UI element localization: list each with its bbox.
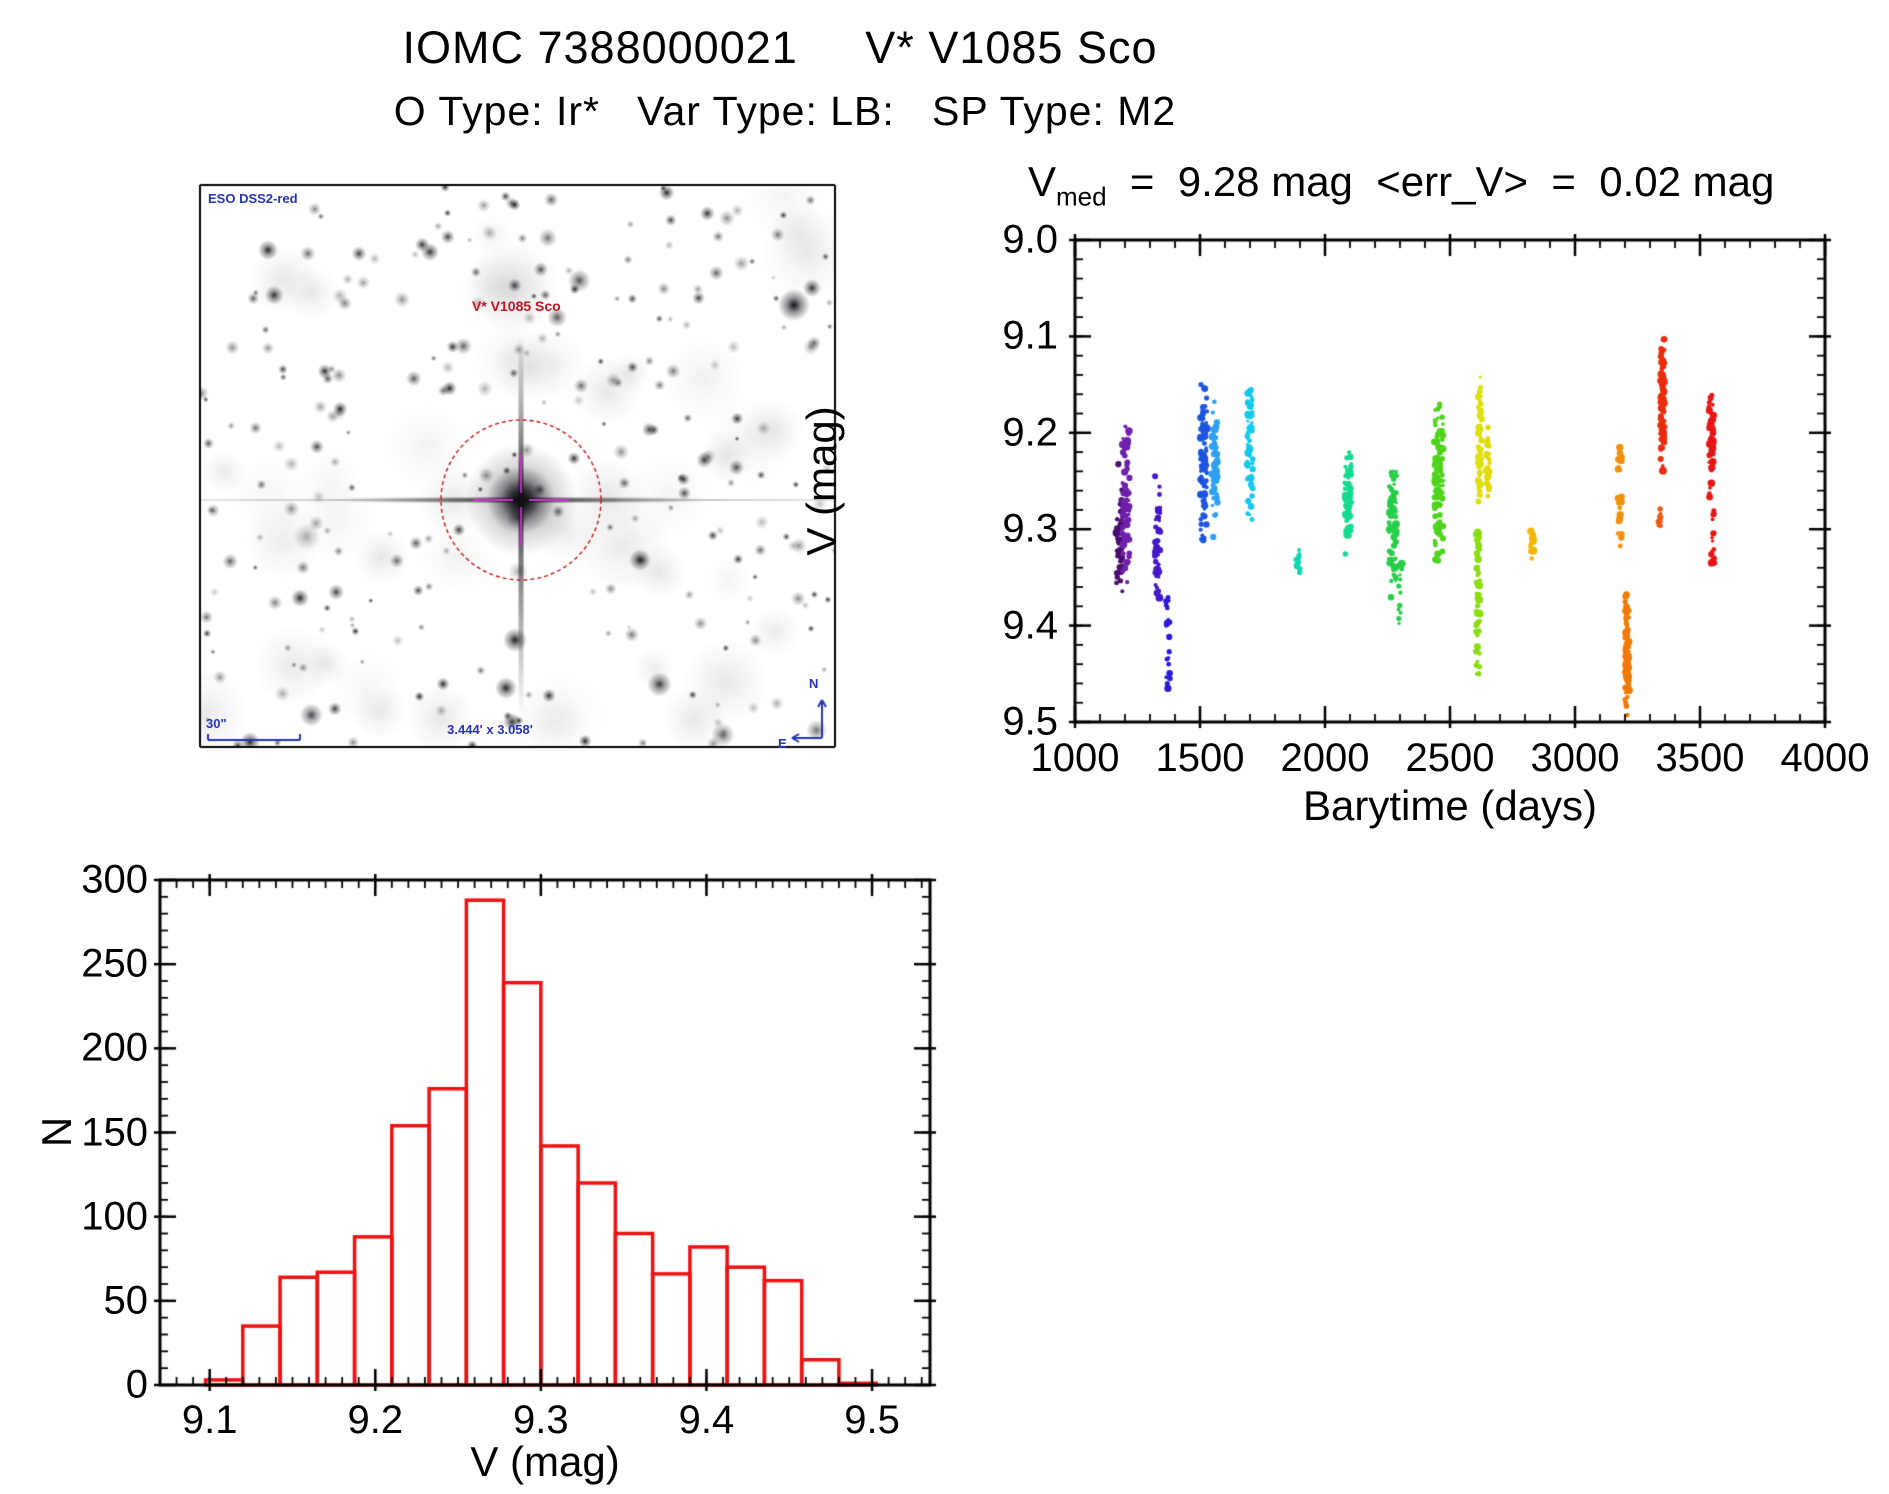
histogram-y-tick-label: 50 xyxy=(103,1278,149,1323)
compass-north-label: N xyxy=(809,676,819,691)
survey-name-label: ESO DSS2-red xyxy=(208,191,298,206)
lightcurve-x-tick-label: 3000 xyxy=(1530,736,1620,780)
page-title: IOMC 7388000021 V* V1085 Sco xyxy=(402,22,1158,73)
vmed-stats-line: Vmed = 9.28 mag <err_V> = 0.02 mag xyxy=(1028,158,1774,212)
lightcurve-y-tick-label: 9.1 xyxy=(1002,313,1058,358)
histogram-x-tick-label: 9.4 xyxy=(678,1398,735,1442)
lightcurve-y-tick-label: 9.3 xyxy=(1002,506,1058,551)
histogram-x-tick-label: 9.2 xyxy=(347,1398,404,1442)
compass-east-label: E xyxy=(778,736,787,751)
lightcurve-x-tick-label: 4000 xyxy=(1780,736,1870,780)
page-subtitle: O Type: Ir* Var Type: LB: SP Type: M2 xyxy=(393,88,1177,134)
lightcurve-y-tick-label: 9.4 xyxy=(1002,603,1058,648)
lightcurve-x-tick-label: 1500 xyxy=(1155,736,1245,780)
scale-bar-label: 30" xyxy=(206,716,227,731)
lightcurve-y-axis-label: V (mag) xyxy=(798,406,845,556)
vmed-symbol: V xyxy=(1028,158,1057,205)
target-star-label: V* V1085 Sco xyxy=(472,298,561,314)
vmed-subscript: med xyxy=(1056,181,1107,212)
lightcurve-y-tick-label: 9.0 xyxy=(1002,217,1058,262)
lightcurve-y-tick-label: 9.2 xyxy=(1002,410,1058,455)
histogram-y-tick-label: 100 xyxy=(81,1194,148,1239)
lightcurve-x-tick-label: 2500 xyxy=(1405,736,1495,780)
lightcurve-x-tick-label: 1000 xyxy=(1030,736,1120,780)
lightcurve-x-tick-label: 2000 xyxy=(1280,736,1370,780)
histogram-x-tick-label: 9.1 xyxy=(181,1398,238,1442)
vmed-values: = 9.28 mag <err_V> = 0.02 mag xyxy=(1106,158,1775,205)
lightcurve-y-tick-label: 9.5 xyxy=(1002,699,1058,744)
histogram-x-axis-label: V (mag) xyxy=(470,1438,620,1485)
histogram-y-tick-label: 250 xyxy=(81,941,148,986)
field-of-view-label: 3.444' x 3.058' xyxy=(447,722,533,737)
lightcurve-x-tick-label: 3500 xyxy=(1655,736,1745,780)
histogram-y-tick-label: 300 xyxy=(81,857,148,902)
histogram-y-axis-label: N xyxy=(33,1116,80,1148)
histogram-y-tick-label: 150 xyxy=(81,1110,148,1154)
lightcurve-x-axis-label: Barytime (days) xyxy=(1302,782,1598,829)
histogram-x-tick-label: 9.5 xyxy=(844,1398,900,1442)
histogram-y-tick-label: 0 xyxy=(125,1362,148,1407)
histogram-x-tick-label: 9.3 xyxy=(513,1398,569,1442)
histogram-y-tick-label: 200 xyxy=(81,1025,148,1070)
